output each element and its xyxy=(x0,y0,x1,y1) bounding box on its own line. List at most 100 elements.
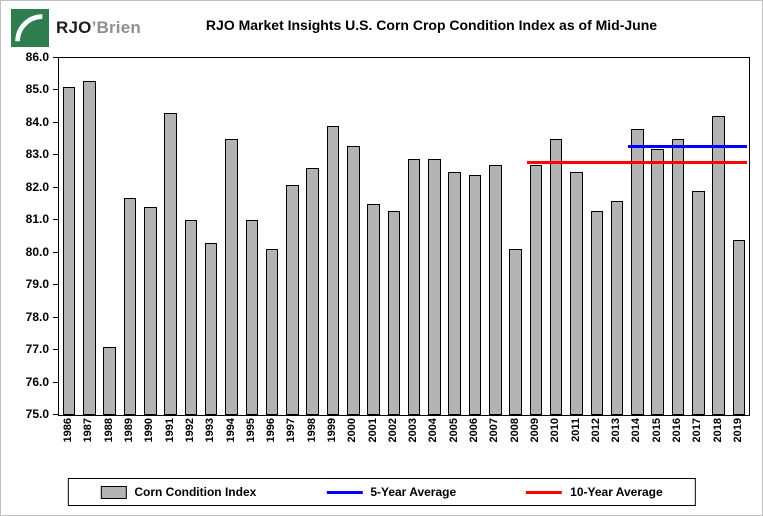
bar-1996 xyxy=(265,249,279,415)
y-tick-label-75.0: 75.0 xyxy=(25,407,49,421)
x-tick-label-1995: 1995 xyxy=(244,418,257,443)
plot-area xyxy=(58,57,750,416)
x-tick-label-2008: 2008 xyxy=(508,418,521,443)
bar-2017 xyxy=(691,191,705,415)
x-tick-label-2006: 2006 xyxy=(468,418,481,443)
legend-item-5-year-average: 5-Year Average xyxy=(326,485,456,499)
chart-title: RJO Market Insights U.S. Corn Crop Condi… xyxy=(205,17,658,33)
x-tick-label-2017: 2017 xyxy=(691,418,704,443)
10-year-average-swatch xyxy=(526,490,563,494)
bar-1997 xyxy=(286,184,299,415)
x-tick-label-1989: 1989 xyxy=(123,418,136,443)
bar-2000 xyxy=(346,145,360,415)
y-tick-mark xyxy=(53,219,58,221)
y-tick-mark xyxy=(53,284,58,286)
bar-1992 xyxy=(184,220,198,415)
brand-rjo: RJO xyxy=(56,18,92,37)
y-tick-mark xyxy=(53,316,58,318)
y-tick-label-80.0: 80.0 xyxy=(25,244,49,259)
bar-2011 xyxy=(570,171,583,415)
bar-1990 xyxy=(144,207,157,415)
bar-1989 xyxy=(123,197,137,415)
bar-2008 xyxy=(509,249,522,415)
x-tick-label-2000: 2000 xyxy=(346,418,359,443)
y-tick-label-82.0: 82.0 xyxy=(25,179,49,194)
bar-1991 xyxy=(164,113,177,415)
y-tick-label-78.0: 78.0 xyxy=(25,309,49,324)
x-tick-label-1996: 1996 xyxy=(265,418,278,443)
legend-item-corn-condition-index: Corn Condition Index xyxy=(100,485,256,499)
x-tick-label-2003: 2003 xyxy=(407,418,420,443)
x-tick-label-2016: 2016 xyxy=(670,418,683,443)
y-tick-label-85.0: 85.0 xyxy=(25,82,49,97)
legend-label-corn-condition-index: Corn Condition Index xyxy=(134,485,257,499)
x-tick-label-2002: 2002 xyxy=(386,418,399,443)
x-tick-label-2015: 2015 xyxy=(650,418,663,443)
legend-item-10-year-average: 10-Year Average xyxy=(526,485,663,499)
x-tick-label-2019: 2019 xyxy=(731,418,744,443)
bar-2010 xyxy=(549,139,563,415)
bar-2001 xyxy=(367,204,380,415)
bar-1994 xyxy=(225,139,238,415)
5-year-average-line xyxy=(628,144,747,148)
x-tick-label-2010: 2010 xyxy=(549,418,562,443)
y-tick-mark xyxy=(53,349,58,351)
y-tick-mark xyxy=(53,186,58,188)
y-tick-label-81.0: 81.0 xyxy=(25,212,49,227)
x-tick-label-2005: 2005 xyxy=(447,418,460,443)
x-tick-label-1991: 1991 xyxy=(163,418,176,443)
x-tick-label-1997: 1997 xyxy=(285,418,298,443)
x-tick-label-2011: 2011 xyxy=(569,418,582,442)
bar-1986 xyxy=(62,87,76,415)
bar-2007 xyxy=(489,165,502,415)
x-tick-label-2004: 2004 xyxy=(427,418,440,443)
x-tick-label-1993: 1993 xyxy=(204,418,217,443)
x-tick-label-1987: 1987 xyxy=(82,418,95,443)
x-tick-label-2018: 2018 xyxy=(711,418,724,443)
y-tick-label-86.0: 86.0 xyxy=(25,50,49,64)
y-axis: 86.0 85.0 84.0 83.0 82.0 81.0 80.0 79.0 78.0 77.0… xyxy=(1,50,58,421)
bar-2019 xyxy=(732,239,746,415)
bar-2006 xyxy=(468,174,482,415)
y-tick-label-77.0: 77.0 xyxy=(25,342,49,357)
bar-1987 xyxy=(83,80,96,415)
y-tick-mark xyxy=(53,381,58,383)
legend: Corn Condition Index 5-Year Average 10-Y… xyxy=(67,478,696,506)
x-tick-label-1990: 1990 xyxy=(143,418,156,443)
x-tick-label-1999: 1999 xyxy=(325,418,338,443)
bar-2003 xyxy=(407,158,421,415)
x-tick-label-1994: 1994 xyxy=(224,418,237,443)
x-tick-label-2014: 2014 xyxy=(630,418,643,443)
bar-1993 xyxy=(204,243,218,415)
bar-1999 xyxy=(326,126,340,415)
x-tick-label-1992: 1992 xyxy=(183,418,196,443)
y-tick-label-76.0: 76.0 xyxy=(25,374,49,389)
x-tick-label-1998: 1998 xyxy=(305,418,318,443)
brand-text: RJO’Brien xyxy=(56,18,141,38)
bar-2015 xyxy=(651,148,664,415)
y-tick-label-83.0: 83.0 xyxy=(25,147,49,162)
x-tick-label-2001: 2001 xyxy=(366,418,379,443)
y-tick-mark xyxy=(53,57,58,58)
x-axis: 1986 1987 1988 1989 1990 1991 1992 1993 1994 1995… xyxy=(58,416,750,476)
bar-2018 xyxy=(712,116,725,415)
rjo-logo-icon xyxy=(11,9,49,47)
legend-label-5-year-average: 5-Year Average xyxy=(370,485,457,499)
bar-2005 xyxy=(448,171,462,415)
x-tick-label-2009: 2009 xyxy=(528,418,541,443)
y-tick-label-84.0: 84.0 xyxy=(25,114,49,129)
x-tick-label-2007: 2007 xyxy=(488,418,501,443)
bar-2002 xyxy=(387,210,401,415)
x-tick-label-2012: 2012 xyxy=(589,418,602,443)
bar-2014 xyxy=(631,129,644,415)
x-tick-label-1986: 1986 xyxy=(62,418,75,443)
y-tick-mark xyxy=(53,251,58,253)
y-tick-mark xyxy=(53,154,58,156)
corn-condition-index-swatch xyxy=(100,485,127,499)
y-tick-mark xyxy=(53,89,58,91)
bar-2013 xyxy=(610,200,624,415)
bar-2012 xyxy=(590,210,604,415)
x-tick-label-1988: 1988 xyxy=(102,418,115,443)
x-tick-label-2013: 2013 xyxy=(610,418,623,443)
brand-brien: ’Brien xyxy=(91,18,141,37)
